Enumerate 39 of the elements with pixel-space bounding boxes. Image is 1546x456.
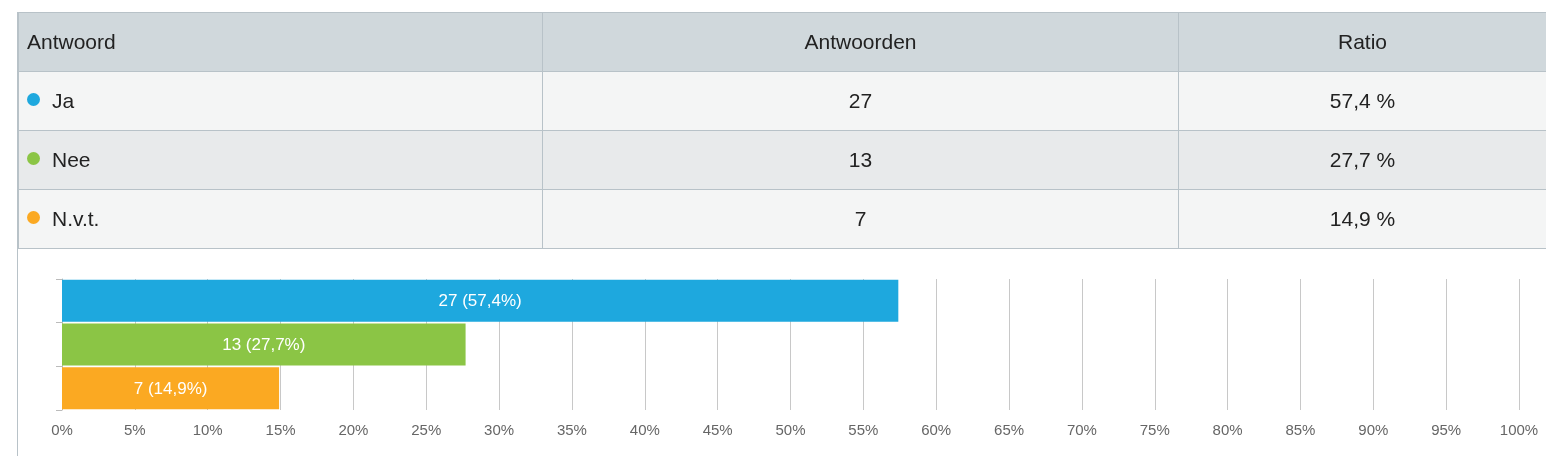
x-tick-label: 30% [484,421,515,438]
x-tick-label: 60% [921,421,952,438]
x-tick-label: 85% [1285,421,1316,438]
x-tick-label: 10% [192,421,223,438]
x-tick-label: 75% [1139,421,1170,438]
text: N.v.t. [18,189,543,249]
x-tick-label: 70% [1066,421,1097,438]
bar [62,279,899,322]
data-label: 7 (14,9%) [133,378,208,398]
text: 27 [542,71,1179,131]
x-tick-label: 40% [629,421,660,438]
x-tick-label: 100% [1499,421,1539,438]
text: Antwoord [18,12,543,72]
text: 27,7 % [1178,130,1546,190]
text: 57,4 % [1178,71,1546,131]
bar [62,323,466,366]
x-tick-label: 50% [775,421,806,438]
text: Antwoorden [542,12,1179,72]
x-tick-label: 35% [556,421,587,438]
x-tick-label: 80% [1212,421,1243,438]
x-tick-label: 20% [338,421,369,438]
x-tick-label: 5% [124,421,146,438]
text: Nee [18,130,543,190]
bar [62,367,280,410]
data-label: 13 (27,7%) [222,335,306,354]
text: 7 [542,189,1179,249]
text: Ja [18,71,543,131]
text: Ratio [1178,12,1546,72]
x-tick-label: 65% [994,421,1025,438]
data-label: 27 (57,4%) [438,291,522,311]
x-tick-label: 15% [265,421,296,438]
x-tick-label: 95% [1431,421,1462,438]
x-tick-label: 90% [1358,421,1389,438]
text: 14,9 % [1178,189,1546,249]
x-tick-label: 45% [702,421,733,438]
x-tick-label: 0% [51,421,73,438]
x-tick-label: 55% [848,421,879,438]
x-tick-label: 25% [411,421,442,438]
text: 13 [542,130,1179,190]
